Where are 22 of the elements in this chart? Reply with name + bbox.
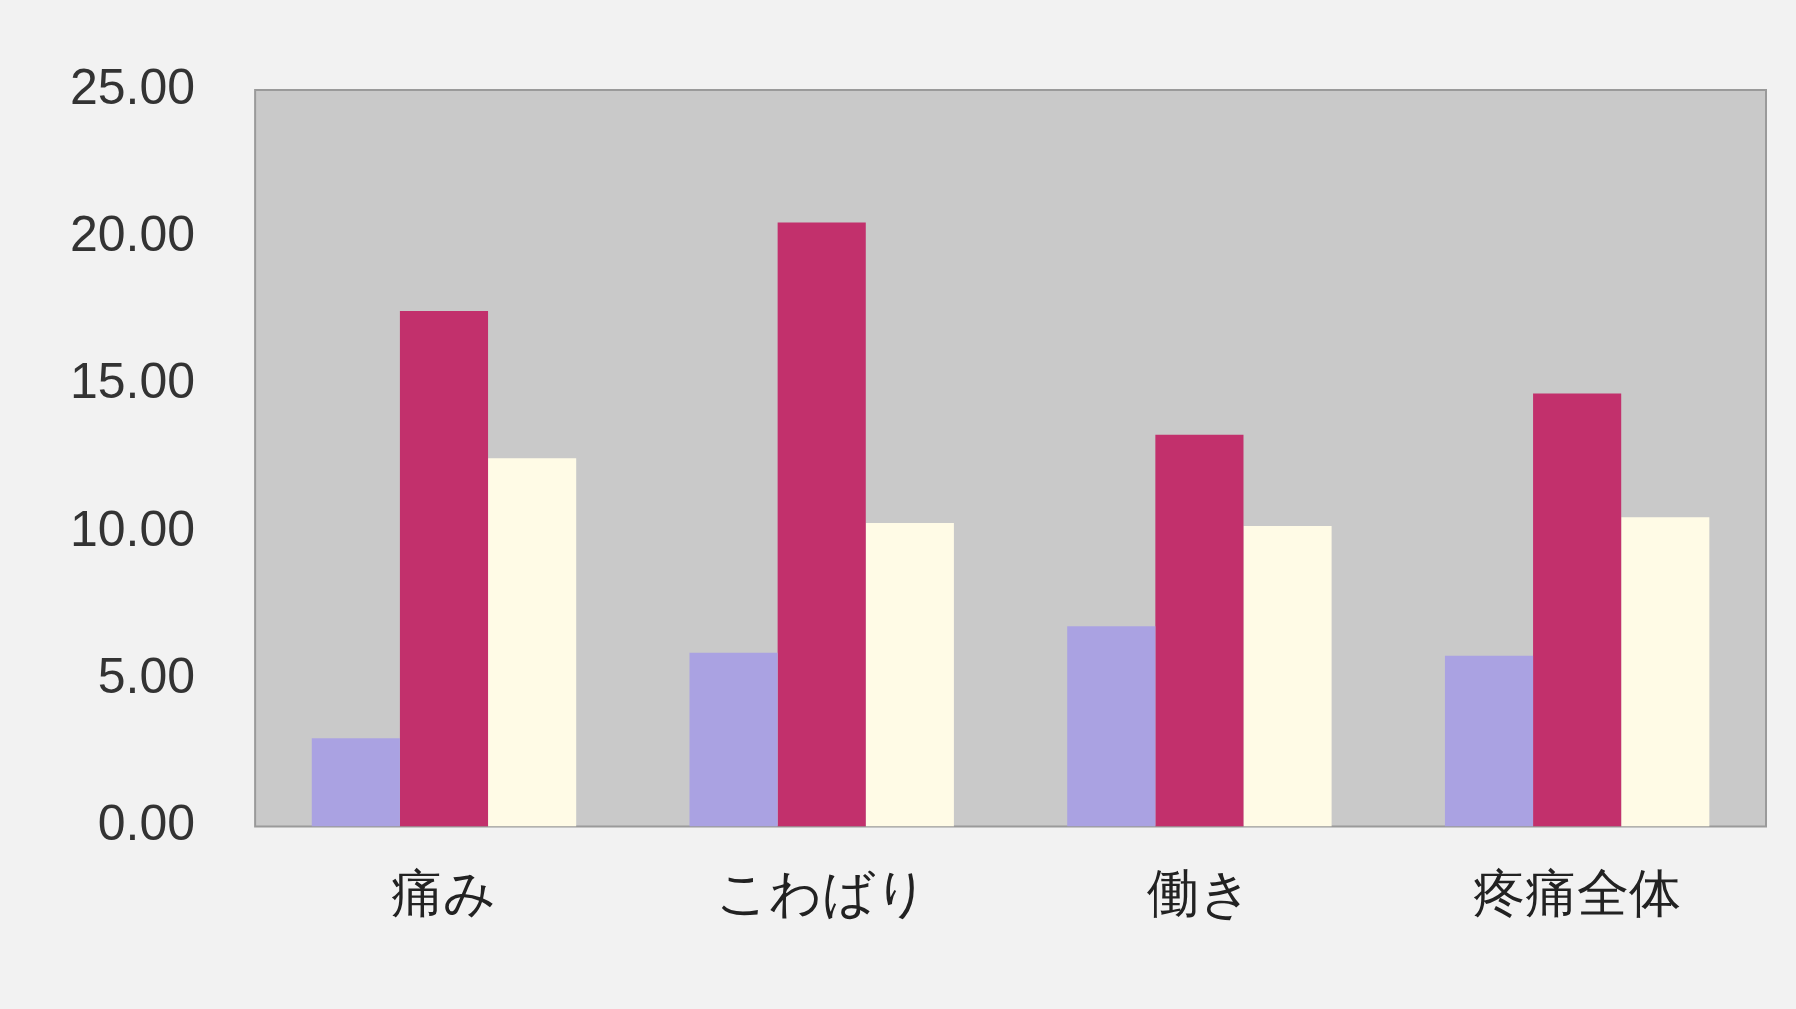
bar bbox=[1621, 517, 1710, 827]
bar bbox=[1155, 434, 1244, 827]
bar bbox=[1533, 393, 1622, 827]
y-tick-label: 25.00 bbox=[70, 58, 196, 115]
y-tick-label: 10.00 bbox=[70, 500, 196, 557]
bar bbox=[1067, 626, 1156, 827]
x-tick-label: こわばり bbox=[715, 863, 928, 924]
y-tick-label: 20.00 bbox=[70, 206, 196, 263]
y-tick-label: 5.00 bbox=[97, 648, 196, 705]
bar bbox=[1444, 655, 1534, 827]
y-tick-label: 15.00 bbox=[70, 353, 196, 410]
x-tick-label: 疼痛全体 bbox=[1473, 863, 1682, 924]
bar bbox=[311, 738, 400, 827]
bar bbox=[399, 310, 489, 827]
bar bbox=[777, 222, 866, 827]
bar bbox=[488, 458, 577, 827]
y-tick-label: 0.00 bbox=[97, 795, 196, 852]
bar bbox=[865, 523, 954, 827]
bar bbox=[689, 652, 778, 827]
bar bbox=[1243, 526, 1332, 827]
x-tick-label: 痛み bbox=[391, 863, 497, 924]
x-tick-label: 働き bbox=[1146, 863, 1252, 924]
